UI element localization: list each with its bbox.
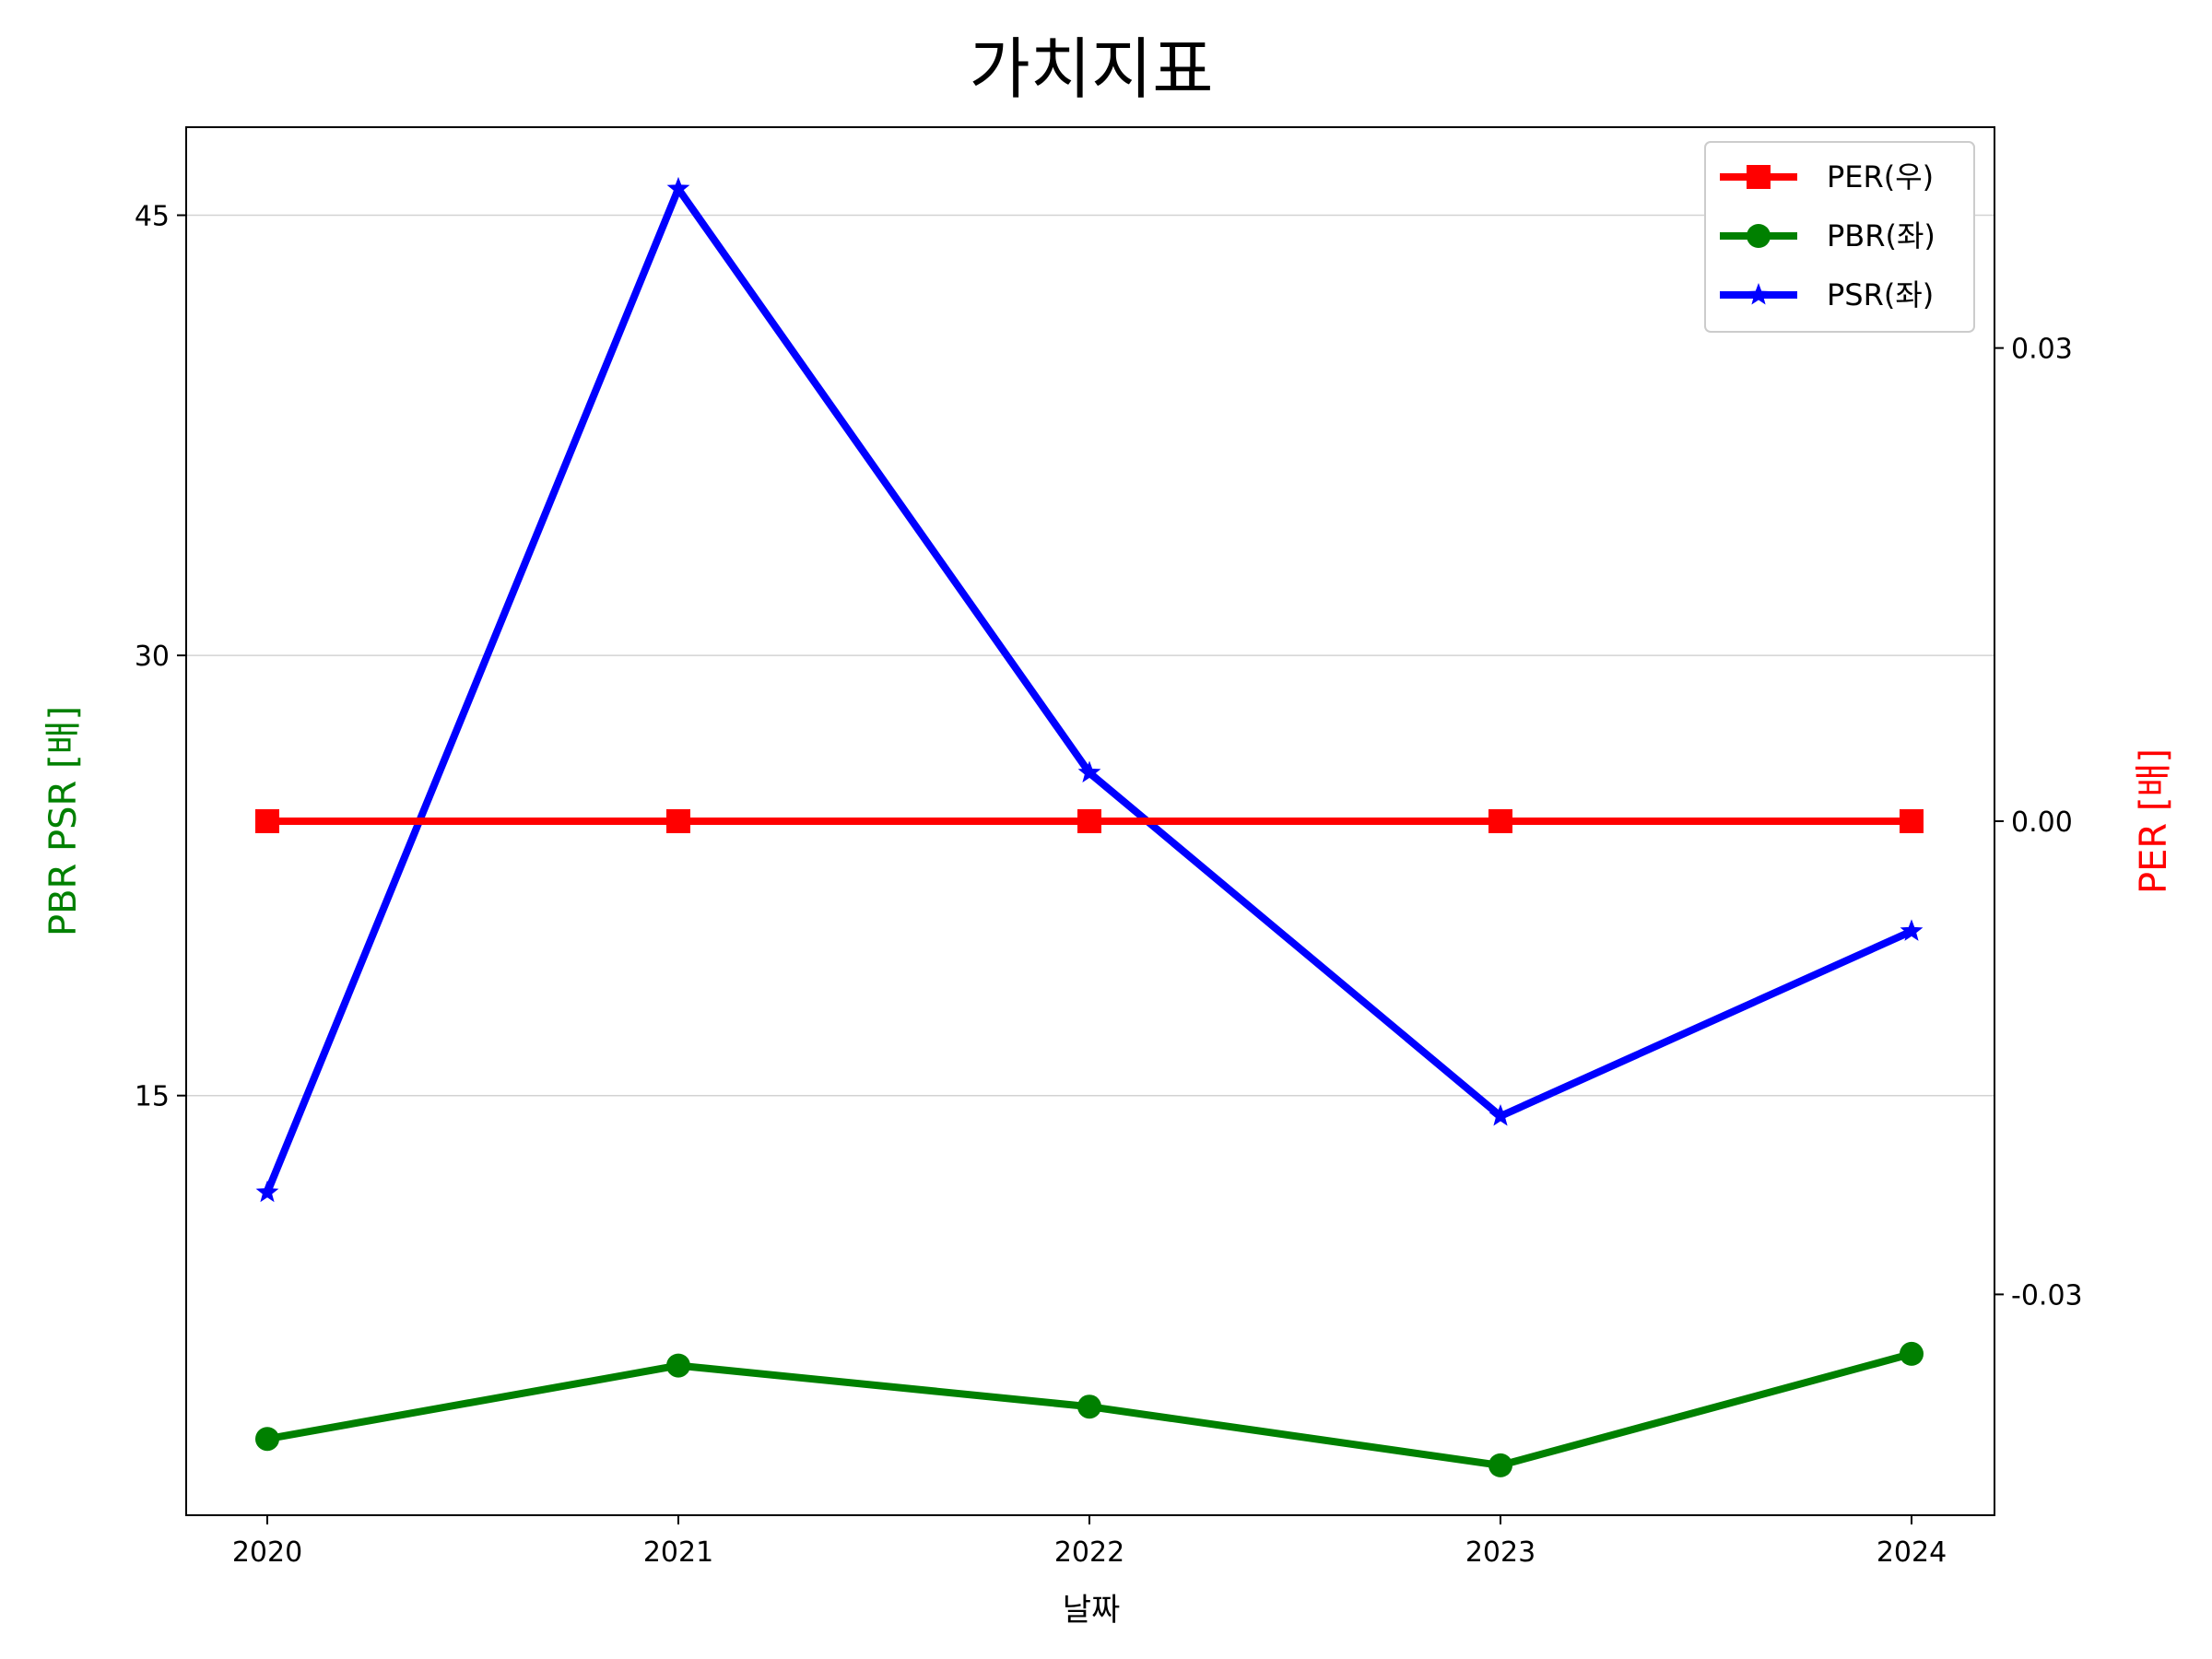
x-tick-label: 2021 bbox=[643, 1536, 713, 1569]
x-tick-label: 2024 bbox=[1877, 1536, 1947, 1569]
y-axis-left-title: PBR PSR [배] bbox=[42, 706, 85, 936]
data-point bbox=[1077, 1394, 1101, 1419]
y-axis-left: 15 30 45 bbox=[135, 201, 186, 1113]
data-point bbox=[255, 1180, 279, 1203]
series-circle bbox=[255, 1341, 1924, 1477]
y-right-tick-label: 0.03 bbox=[2011, 334, 2073, 366]
y-axis-right-title: PER [배] bbox=[2133, 748, 2175, 894]
x-axis: 2020 2021 2022 2023 2024 bbox=[232, 1515, 1947, 1569]
y-left-tick-label: 15 bbox=[135, 1081, 170, 1113]
data-point bbox=[1488, 809, 1512, 833]
data-point bbox=[255, 1427, 279, 1452]
legend-marker bbox=[1747, 283, 1771, 305]
grid bbox=[186, 214, 1994, 1097]
legend: PER(우) PBR(좌) PSR(좌) bbox=[1704, 141, 1975, 333]
data-point bbox=[1077, 809, 1101, 833]
y-left-tick-label: 45 bbox=[135, 201, 170, 233]
y-right-tick-label: 0.00 bbox=[2011, 806, 2073, 839]
x-tick-label: 2023 bbox=[1465, 1536, 1535, 1569]
data-point bbox=[255, 809, 279, 833]
legend-label: PSR(좌) bbox=[1827, 277, 1934, 312]
x-tick-label: 2020 bbox=[232, 1536, 302, 1569]
legend-label: PER(우) bbox=[1827, 159, 1934, 194]
y-left-tick-label: 30 bbox=[135, 641, 170, 673]
chart-title: 가치지표 bbox=[970, 30, 1214, 108]
legend-box bbox=[1704, 141, 1975, 333]
series-line bbox=[264, 184, 1913, 1194]
data-point bbox=[1900, 809, 1924, 833]
series-square bbox=[255, 809, 1924, 833]
y-right-tick-label: -0.03 bbox=[2011, 1279, 2083, 1312]
data-point bbox=[666, 1353, 690, 1378]
y-axis-right: -0.03 0.00 0.03 bbox=[1994, 334, 2083, 1312]
series-group bbox=[255, 176, 1924, 1477]
data-point bbox=[1900, 919, 1924, 941]
legend-label: PBR(좌) bbox=[1827, 218, 1936, 253]
series-star bbox=[255, 176, 1924, 1203]
legend-marker bbox=[1747, 165, 1771, 189]
data-point bbox=[1077, 760, 1101, 782]
data-point bbox=[1900, 1341, 1924, 1366]
legend-marker bbox=[1747, 224, 1771, 248]
data-point bbox=[1488, 1453, 1512, 1477]
data-point bbox=[666, 176, 690, 199]
data-point bbox=[1488, 1104, 1512, 1126]
x-axis-title: 날짜 bbox=[1063, 1592, 1121, 1629]
data-point bbox=[666, 809, 690, 833]
x-tick-label: 2022 bbox=[1054, 1536, 1124, 1569]
